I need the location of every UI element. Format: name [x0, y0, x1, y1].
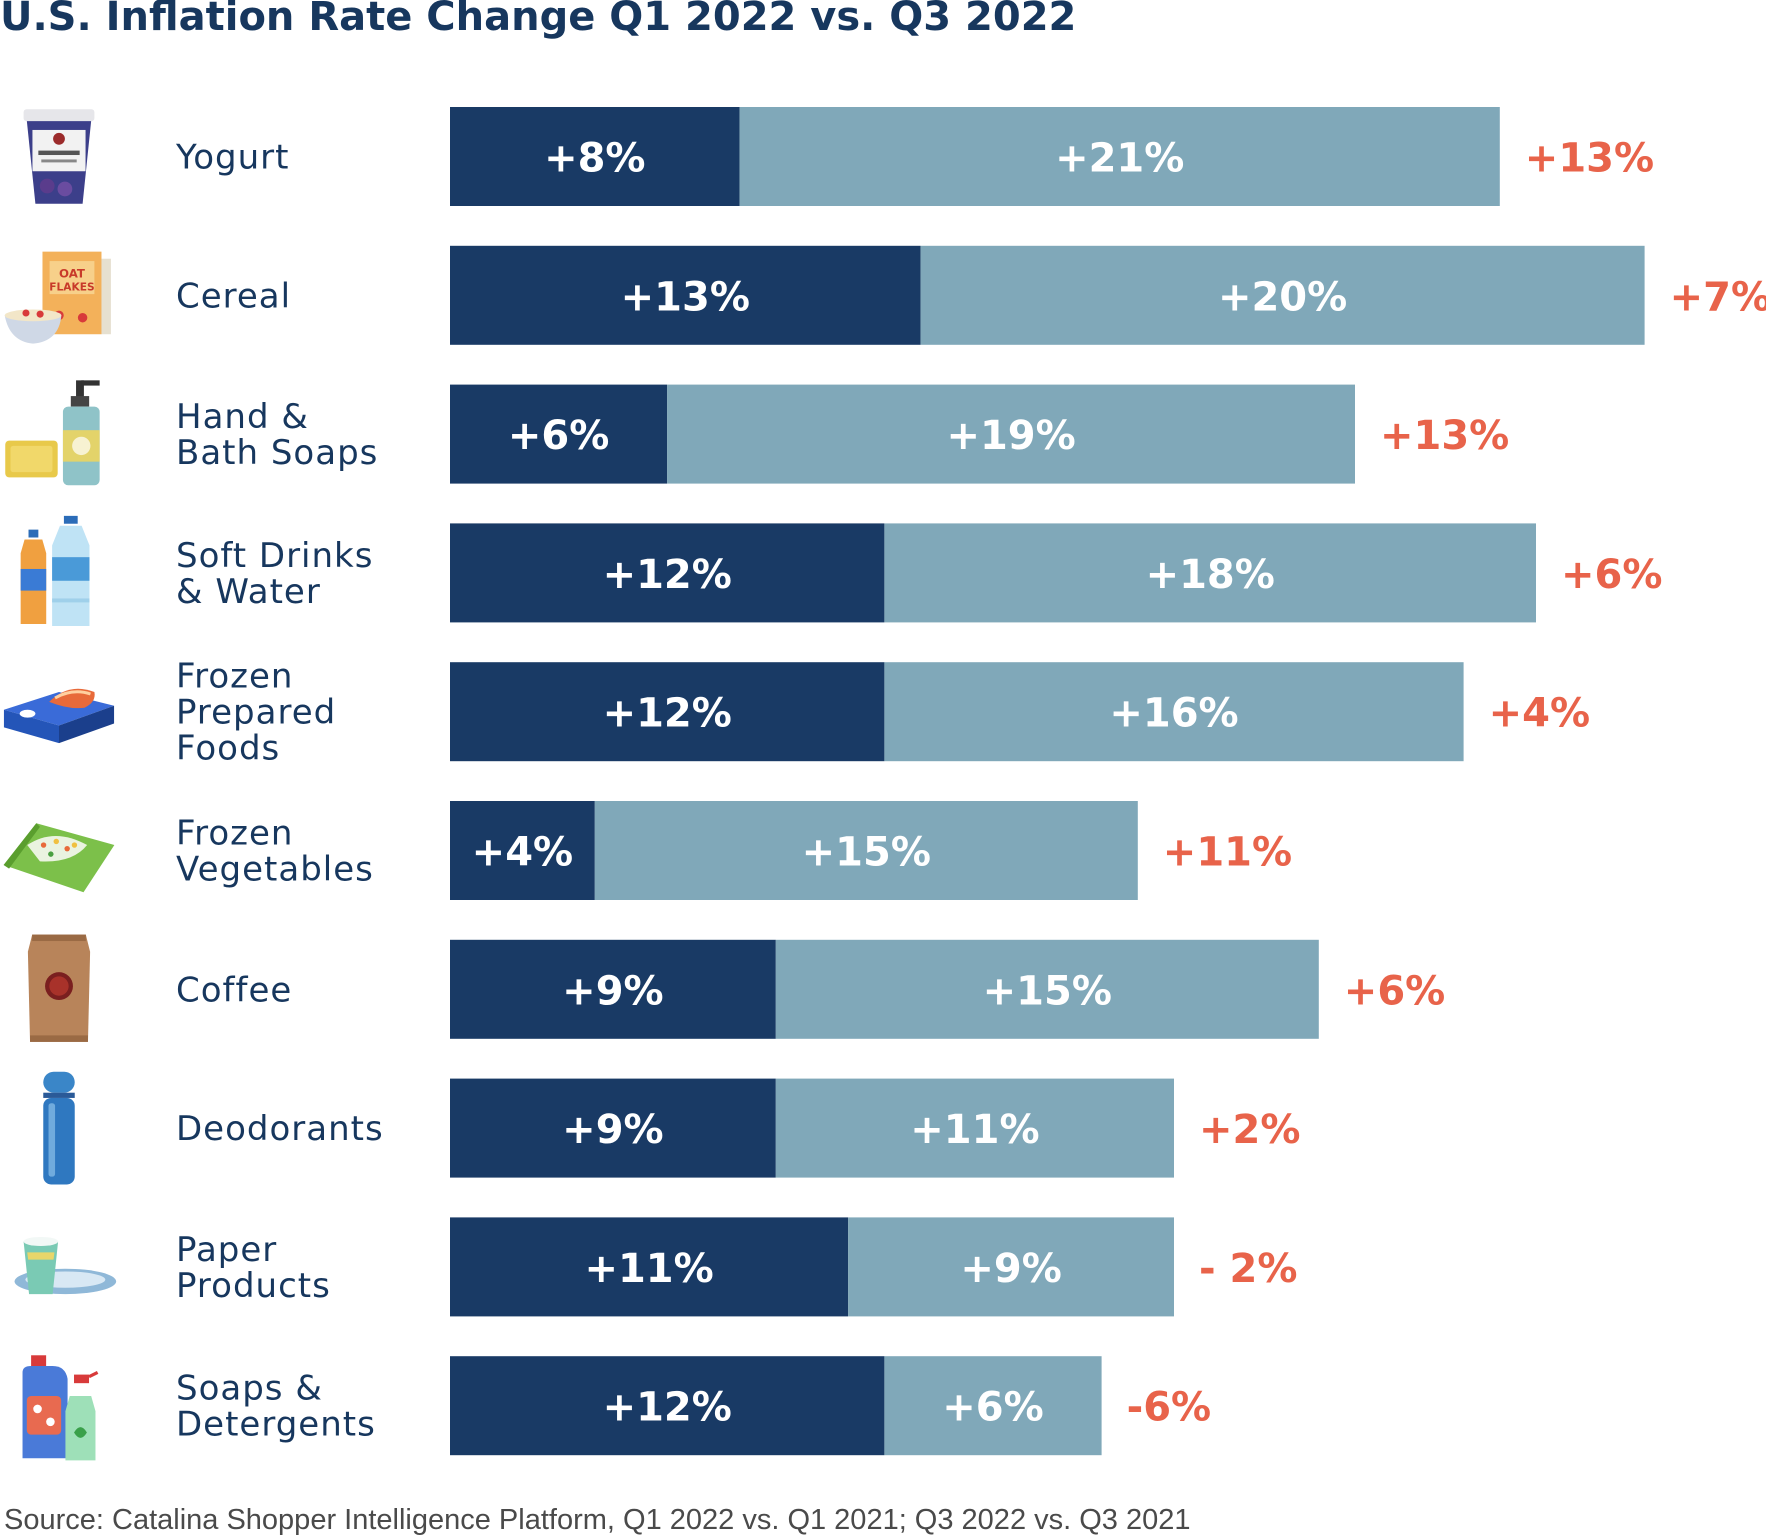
- category-label: Coffee: [176, 970, 292, 1010]
- change-label: +2%: [1199, 1107, 1300, 1153]
- category-label: Frozen Vegetables: [176, 814, 374, 890]
- category-label: Hand & Bath Soaps: [176, 397, 378, 473]
- bar-q1: [450, 107, 740, 206]
- bar-q3-label: +21%: [1055, 136, 1184, 182]
- bar-q1: [450, 939, 776, 1039]
- bar-q3: [884, 1356, 1102, 1456]
- category-label: Soft Drinks & Water: [176, 536, 373, 612]
- bar-q1: [450, 662, 885, 762]
- bar-q1: [450, 1078, 776, 1178]
- bar-q3-label: +19%: [946, 413, 1075, 459]
- bar-q1: [450, 1356, 885, 1456]
- yogurt-icon: [23, 109, 95, 204]
- category-label: Deodorants: [176, 1109, 384, 1149]
- deodorant-icon: [43, 1071, 75, 1185]
- bar-q3-label: +16%: [1109, 691, 1238, 737]
- bar-q3: [884, 662, 1464, 762]
- cereal-icon: [4, 251, 111, 344]
- bar-q3: [667, 384, 1355, 484]
- detergent-icon: [23, 1355, 98, 1460]
- frozen-meal-icon: [4, 689, 114, 743]
- bar-q3: [739, 107, 1500, 206]
- change-label: +7%: [1670, 274, 1766, 320]
- bar-q3-label: +15%: [983, 968, 1112, 1014]
- change-label: +13%: [1380, 413, 1509, 459]
- coffee-bag-icon: [27, 934, 91, 1042]
- paper-cup-plate-icon: [14, 1236, 117, 1295]
- bar-q1: [450, 801, 595, 900]
- bar-q3: [884, 523, 1536, 623]
- category-label: Frozen Prepared Foods: [176, 657, 336, 769]
- bar-q3-label: +11%: [910, 1107, 1039, 1153]
- bar-q3-label: +9%: [960, 1246, 1061, 1292]
- bar-q1-label: +12%: [603, 552, 732, 598]
- chart-plot: Yogurt +8% +21% +13% Cereal +13% +20% +7% Hand &…: [4, 107, 1766, 1460]
- bar-q3-label: +20%: [1218, 274, 1347, 320]
- bar-q1: [450, 384, 668, 484]
- change-label: +6%: [1344, 968, 1445, 1014]
- bar-q1-label: +9%: [562, 1107, 663, 1153]
- bar-q1-label: +11%: [584, 1246, 713, 1292]
- change-label: +11%: [1163, 830, 1292, 876]
- bar-q1-label: +8%: [544, 136, 645, 182]
- bar-q1: [450, 1217, 849, 1317]
- bar-q3-label: +6%: [942, 1385, 1043, 1431]
- soap-icon: [5, 380, 100, 486]
- vegetables-bag-icon: [3, 823, 115, 893]
- category-label: Paper Products: [176, 1230, 331, 1306]
- change-label: +13%: [1525, 136, 1654, 182]
- bar-q1-label: +12%: [603, 1385, 732, 1431]
- bar-q3-label: +18%: [1146, 552, 1275, 598]
- chart-title: U.S. Inflation Rate Change Q1 2022 vs. Q…: [0, 0, 1077, 40]
- bar-q3: [775, 939, 1319, 1039]
- bar-q1-label: +6%: [508, 413, 609, 459]
- bar-q1: [450, 245, 921, 345]
- bar-q1-label: +4%: [472, 830, 573, 876]
- bar-q1-label: +9%: [562, 968, 663, 1014]
- bar-q1: [450, 523, 885, 623]
- bar-q3: [848, 1217, 1174, 1317]
- bar-q1-label: +12%: [603, 691, 732, 737]
- bar-q3: [920, 245, 1645, 345]
- category-label: Yogurt: [175, 138, 290, 178]
- change-label: - 2%: [1199, 1246, 1297, 1292]
- bar-q3-label: +15%: [802, 830, 931, 876]
- bar-q3: [594, 801, 1138, 900]
- category-label: Soaps & Detergents: [176, 1369, 376, 1445]
- change-label: -6%: [1127, 1385, 1212, 1431]
- category-label: Cereal: [176, 276, 291, 316]
- bottles-icon: [20, 515, 90, 626]
- bar-q3: [775, 1078, 1174, 1178]
- bar-q1-label: +13%: [621, 274, 750, 320]
- source-note: Source: Catalina Shopper Intelligence Pl…: [4, 1504, 1191, 1536]
- change-label: +6%: [1561, 552, 1662, 598]
- change-label: +4%: [1489, 691, 1590, 737]
